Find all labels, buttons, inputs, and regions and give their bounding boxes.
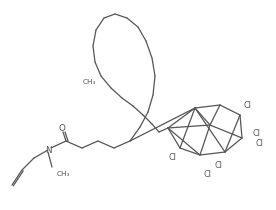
Text: Cl: Cl xyxy=(168,152,176,161)
Text: Cl: Cl xyxy=(255,139,263,147)
Text: Cl: Cl xyxy=(214,160,222,169)
Text: CH₃: CH₃ xyxy=(82,79,96,85)
Text: O: O xyxy=(59,123,65,133)
Text: Cl: Cl xyxy=(203,169,211,178)
Text: N: N xyxy=(45,146,51,155)
Text: Cl: Cl xyxy=(252,129,260,138)
Text: Cl: Cl xyxy=(243,101,251,109)
Text: CH₃: CH₃ xyxy=(56,171,70,177)
